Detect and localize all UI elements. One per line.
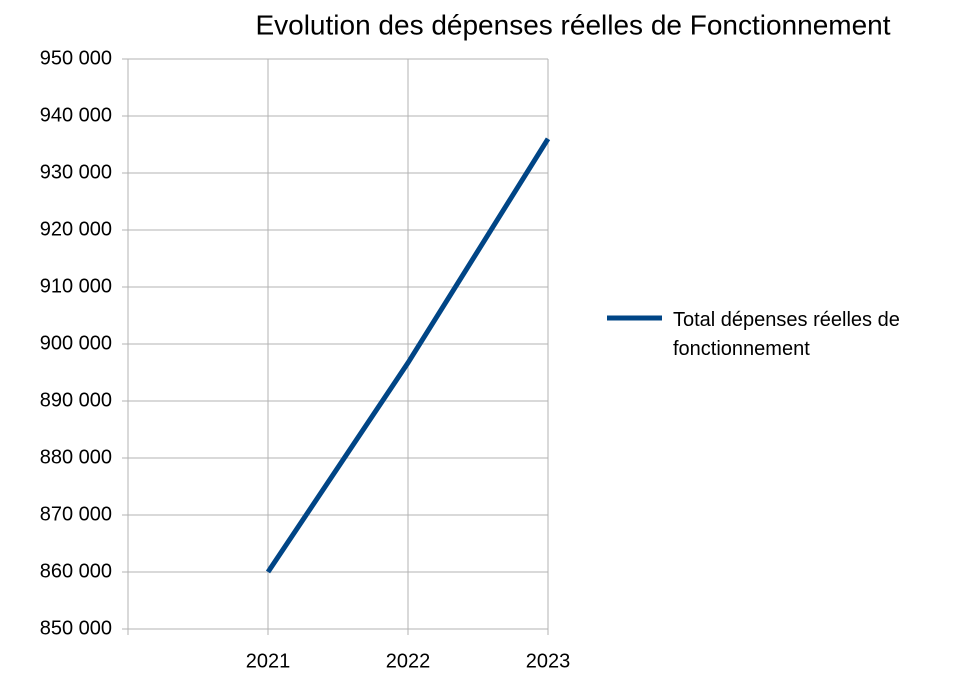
y-tick-label: 910 000 bbox=[40, 275, 112, 297]
chart-title: Evolution des dépenses réelles de Foncti… bbox=[255, 9, 890, 40]
y-tick-label: 890 000 bbox=[40, 389, 112, 411]
legend-label: Total dépenses réelles de fonctionnement bbox=[673, 309, 900, 360]
x-tick-label: 2022 bbox=[386, 650, 431, 672]
y-tick-label: 870 000 bbox=[40, 503, 112, 525]
y-tick-label: 880 000 bbox=[40, 446, 112, 468]
series-line bbox=[265, 137, 551, 574]
y-tick-label: 850 000 bbox=[40, 617, 112, 639]
x-tick-label: 2023 bbox=[526, 650, 571, 672]
y-tick-label: 860 000 bbox=[40, 560, 112, 582]
x-tick-label: 2021 bbox=[246, 650, 291, 672]
y-tick-label: 940 000 bbox=[40, 104, 112, 126]
y-tick-label: 900 000 bbox=[40, 332, 112, 354]
y-tick-label: 930 000 bbox=[40, 161, 112, 183]
y-tick-label: 950 000 bbox=[40, 47, 112, 69]
y-tick-label: 920 000 bbox=[40, 218, 112, 240]
